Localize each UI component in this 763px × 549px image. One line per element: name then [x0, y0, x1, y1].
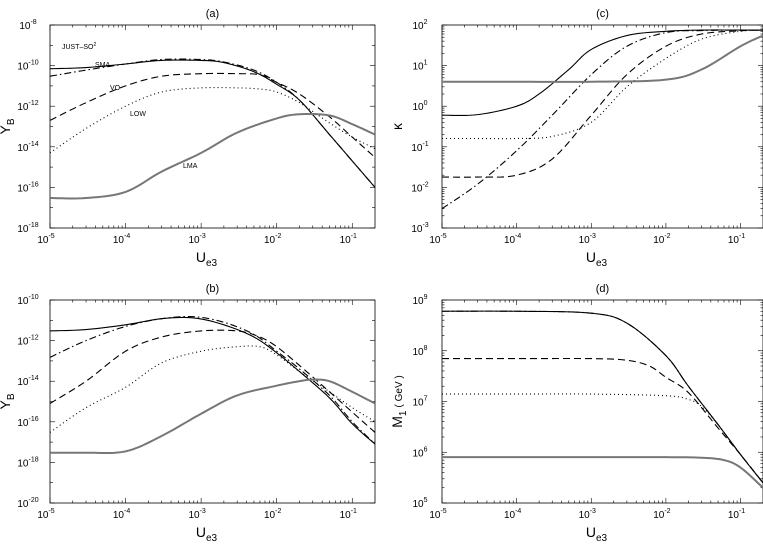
y-tick-label: 10-18 — [17, 456, 38, 469]
curve-label-low: LOW — [130, 111, 146, 118]
y-tick-label: 105 — [412, 497, 427, 510]
series-line-lma — [50, 113, 375, 200]
series-line-lma — [50, 378, 375, 455]
series-line-vo — [442, 357, 763, 484]
x-axis-label: Ue3 — [196, 249, 218, 269]
curve-label-just-so: JUST–SO2 — [62, 42, 97, 51]
x-axis-label: Ue3 — [586, 524, 608, 544]
panel-title: (d) — [596, 283, 609, 295]
y-tick-label: 10-2 — [411, 181, 428, 194]
y-tick-label: 107 — [412, 396, 427, 409]
x-tick-label: 10-1 — [728, 233, 745, 246]
y-tick-label: 102 — [412, 19, 427, 32]
y-axis-label: M1( GeV ) — [389, 375, 409, 427]
y-axis-label: YB — [0, 118, 17, 134]
series-group — [442, 310, 763, 489]
series-line-sma — [50, 59, 375, 188]
y-tick-label: 100 — [412, 100, 427, 113]
curve-label-sma: SMA — [95, 62, 111, 69]
plot-frame — [441, 299, 763, 504]
x-tick-label: 10-1 — [728, 508, 745, 521]
x-tick-label: 10-2 — [264, 508, 281, 521]
y-tick-label: 10-20 — [17, 497, 38, 510]
y-tick-label: 10-16 — [17, 181, 38, 194]
y-tick-label: 10-10 — [17, 294, 38, 307]
series-line-just-so — [50, 58, 375, 188]
x-tick-label: 10-4 — [504, 508, 521, 521]
y-tick-label: 10-16 — [17, 416, 38, 429]
series-line-lma — [442, 456, 763, 489]
y-tick-label: 10-18 — [17, 222, 38, 235]
y-tick-label: 108 — [412, 345, 427, 358]
curve-label-lma: LMA — [183, 163, 198, 170]
series-line-low — [442, 393, 763, 484]
x-tick-label: 10-5 — [429, 508, 446, 521]
y-tick-label: 101 — [412, 60, 427, 73]
panel-b: (b) 10-5 10-4 10-3 10-2 10-1 10-20 10-18 10-16 10… — [0, 283, 376, 544]
panel-title: (a) — [206, 8, 219, 20]
y-tick-label: 10-12 — [17, 100, 38, 113]
series-line-just-so — [442, 310, 763, 484]
series-line-sma — [50, 316, 375, 445]
x-tick-label: 10-3 — [579, 233, 596, 246]
y-tick-label: 10-14 — [17, 375, 38, 388]
y-tick-label: 109 — [412, 294, 427, 307]
x-tick-label: 10-4 — [504, 233, 521, 246]
series-line-low — [50, 86, 375, 154]
y-tick-label: 10-10 — [17, 60, 38, 73]
panel-d: (d) 10-5 10-4 10-3 10-2 10-1 105 106 107 108 109 Ue… — [389, 283, 763, 544]
y-tick-label: 10-12 — [17, 335, 38, 348]
x-axis-label: Ue3 — [196, 524, 218, 544]
x-tick-label: 10-5 — [37, 508, 54, 521]
series-line-low — [50, 345, 375, 433]
y-tick-label: 10-14 — [17, 141, 38, 154]
series-line-just-so — [50, 315, 375, 445]
x-tick-label: 10-3 — [579, 508, 596, 521]
series-line-just-so — [442, 29, 763, 210]
curve-label-vo: VO — [110, 85, 121, 92]
series-group — [50, 58, 375, 200]
x-tick-label: 10-1 — [340, 508, 357, 521]
series-line-vo — [50, 329, 375, 433]
panel-title: (c) — [596, 8, 609, 20]
y-axis-label: κ — [389, 122, 405, 130]
x-tick-label: 10-2 — [653, 508, 670, 521]
x-tick-label: 10-1 — [340, 233, 357, 246]
y-tick-label: 10-8 — [19, 19, 36, 32]
x-tick-label: 10-2 — [653, 233, 670, 246]
x-tick-label: 10-3 — [188, 508, 205, 521]
series-line-lma — [442, 34, 763, 83]
panel-c: (c) 10-5 10-4 10-3 10-2 10-1 10-3 10-2 10-1 100 10… — [389, 8, 763, 269]
series-group — [50, 315, 375, 455]
x-tick-label: 10-2 — [264, 233, 281, 246]
series-line-vo — [442, 29, 763, 178]
y-tick-label: 10-1 — [411, 141, 428, 154]
x-tick-label: 10-5 — [37, 233, 54, 246]
panel-a: (a) 10-5 10-4 10-3 10-2 10-1 10-18 10-16 10-14 10… — [0, 8, 376, 269]
y-axis-label: YB — [0, 393, 17, 409]
panel-title: (b) — [206, 283, 219, 295]
x-axis-label: Ue3 — [586, 249, 608, 269]
y-tick-label: 10-3 — [411, 222, 428, 235]
plot-frame — [441, 24, 763, 229]
series-group — [442, 29, 763, 210]
x-tick-label: 10-4 — [113, 508, 130, 521]
x-tick-label: 10-4 — [113, 233, 130, 246]
series-line-low — [442, 29, 763, 140]
x-tick-label: 10-3 — [188, 233, 205, 246]
y-tick-label: 106 — [412, 446, 427, 459]
x-tick-label: 10-5 — [429, 233, 446, 246]
